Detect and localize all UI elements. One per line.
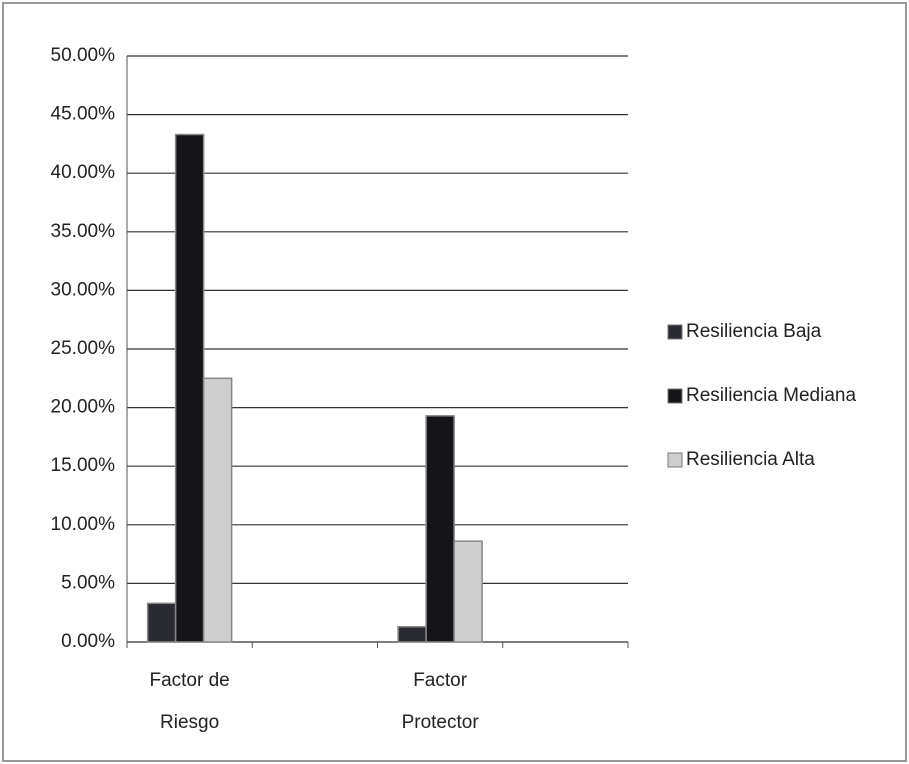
legend-swatch [667,452,683,468]
y-tick-label: 25.00% [51,338,116,359]
y-tick-label: 30.00% [51,279,116,300]
y-tick-label: 10.00% [51,514,116,535]
bar [425,415,455,643]
x-tick-label: Factor de Riesgo [149,670,230,733]
bar [174,133,205,643]
y-tick-label: 20.00% [51,397,116,418]
bar [146,602,177,643]
x-tick-label: Factor Protector [401,670,479,733]
bar [202,377,233,643]
y-tick-label: 45.00% [51,104,116,125]
legend-label: Resiliencia Alta [686,449,815,470]
y-tick-label: 5.00% [61,572,115,593]
y-tick-label: 35.00% [51,221,116,242]
y-tick-label: 50.00% [51,45,116,66]
legend-label: Resiliencia Baja [686,321,822,342]
y-tick-label: 40.00% [51,162,116,183]
y-tick-label: 0.00% [61,631,115,652]
y-tick-label: 15.00% [51,455,116,476]
legend-label: Resiliencia Mediana [686,385,856,406]
legend-swatch [667,388,683,404]
bar [397,626,427,643]
legend-swatch [667,324,683,340]
bar [453,540,483,643]
